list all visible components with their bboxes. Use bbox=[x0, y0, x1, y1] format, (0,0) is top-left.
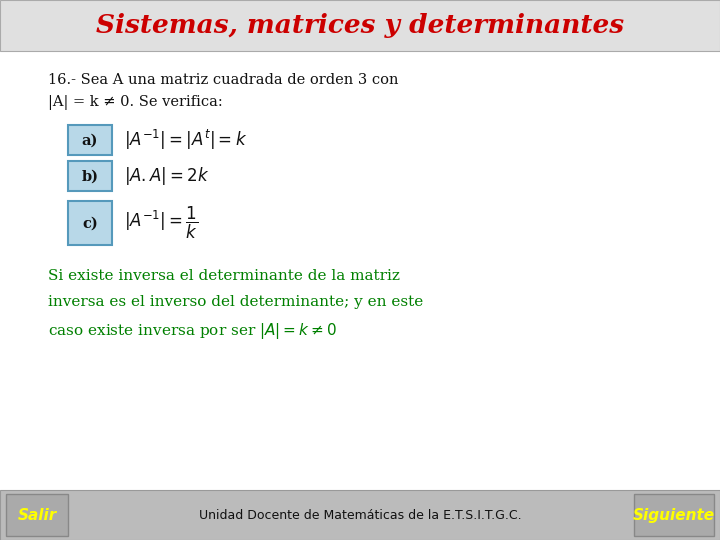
Text: $|A.A| = 2k$: $|A.A| = 2k$ bbox=[124, 165, 210, 187]
Text: a): a) bbox=[82, 133, 98, 147]
Text: caso existe inversa por ser $|A| = k \neq 0$: caso existe inversa por ser $|A| = k \ne… bbox=[48, 321, 337, 341]
Text: b): b) bbox=[81, 170, 99, 183]
Text: Siguiente: Siguiente bbox=[633, 508, 715, 523]
Text: $|A^{-1}| = |A^{t}| = k$: $|A^{-1}| = |A^{t}| = k$ bbox=[124, 128, 248, 152]
FancyBboxPatch shape bbox=[634, 494, 714, 536]
Text: |A| = k ≠ 0. Se verifica:: |A| = k ≠ 0. Se verifica: bbox=[48, 95, 222, 110]
Text: Si existe inversa el determinante de la matriz: Si existe inversa el determinante de la … bbox=[48, 269, 400, 284]
Text: inversa es el inverso del determinante; y en este: inversa es el inverso del determinante; … bbox=[48, 295, 423, 309]
Bar bbox=[0, 490, 720, 540]
Bar bbox=[0, 0, 720, 51]
Text: Salir: Salir bbox=[17, 508, 57, 523]
FancyBboxPatch shape bbox=[68, 201, 112, 245]
Text: 16.- Sea A una matriz cuadrada de orden 3 con: 16.- Sea A una matriz cuadrada de orden … bbox=[48, 73, 398, 87]
FancyBboxPatch shape bbox=[68, 125, 112, 156]
FancyBboxPatch shape bbox=[68, 161, 112, 191]
Text: Unidad Docente de Matemáticas de la E.T.S.I.T.G.C.: Unidad Docente de Matemáticas de la E.T.… bbox=[199, 509, 521, 522]
Text: $|A^{-1}| = \dfrac{1}{k}$: $|A^{-1}| = \dfrac{1}{k}$ bbox=[124, 205, 199, 241]
Text: c): c) bbox=[82, 217, 98, 230]
Text: Sistemas, matrices y determinantes: Sistemas, matrices y determinantes bbox=[96, 13, 624, 38]
FancyBboxPatch shape bbox=[6, 494, 68, 536]
